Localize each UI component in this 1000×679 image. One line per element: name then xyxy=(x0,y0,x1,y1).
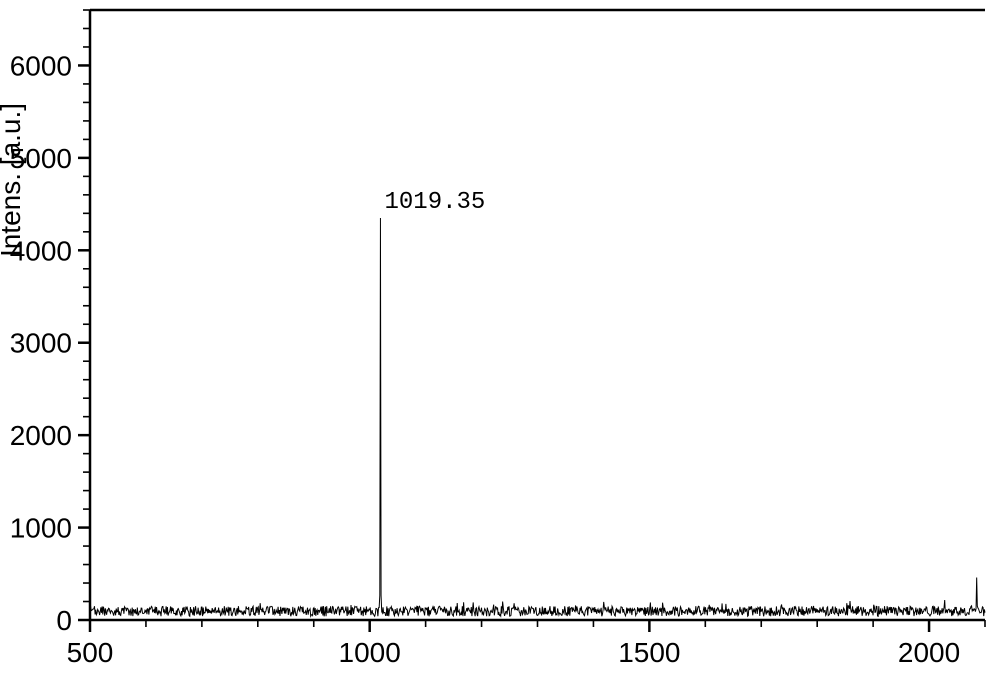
y-tick-label: 1000 xyxy=(10,513,72,544)
peak-label: 1019.35 xyxy=(385,189,486,216)
x-tick-label: 1000 xyxy=(339,637,401,668)
chart-svg: 0100020003000400050006000500100015002000… xyxy=(0,0,1000,679)
y-tick-label: 3000 xyxy=(10,328,72,359)
y-tick-label: 2000 xyxy=(10,420,72,451)
x-tick-label: 1500 xyxy=(618,637,680,668)
y-axis-label: Intens. [a.u.] xyxy=(0,103,26,257)
x-tick-label: 500 xyxy=(67,637,114,668)
y-tick-label: 0 xyxy=(56,605,72,636)
x-tick-label: 2000 xyxy=(898,637,960,668)
y-tick-label: 6000 xyxy=(10,50,72,81)
mass-spectrum-chart: 0100020003000400050006000500100015002000… xyxy=(0,0,1000,679)
